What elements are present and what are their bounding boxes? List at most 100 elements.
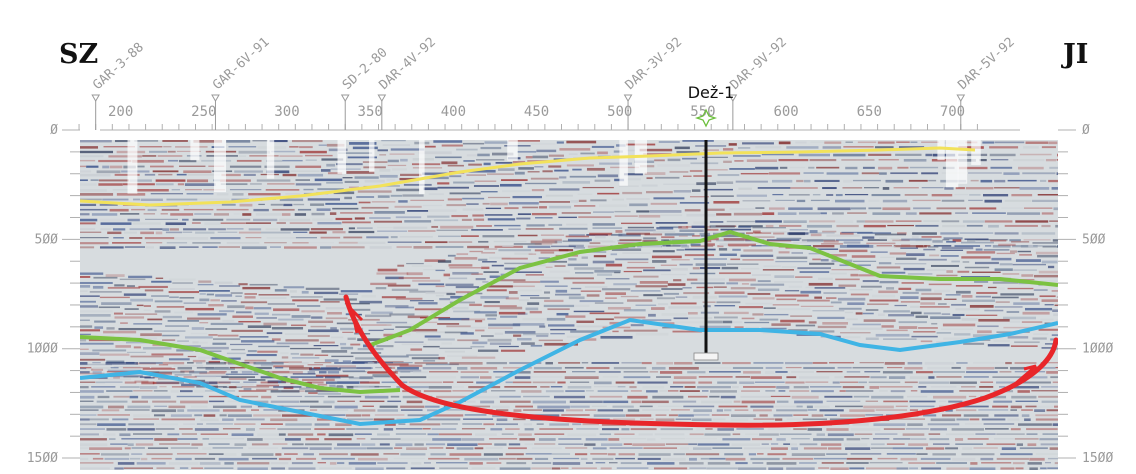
reflector-segment: [335, 163, 363, 166]
reflector-segment: [790, 315, 813, 317]
reflector-segment: [525, 274, 544, 276]
reflector-segment: [462, 208, 484, 211]
reflector-segment: [877, 457, 898, 460]
reflector-segment: [491, 390, 516, 392]
reflector-segment: [735, 180, 768, 183]
reflector-segment: [853, 395, 870, 398]
reflector-segment: [352, 146, 378, 150]
reflector-segment: [475, 159, 505, 161]
reflector-segment: [673, 279, 682, 282]
reflector-segment: [896, 467, 909, 470]
reflector-segment: [1004, 224, 1038, 227]
reflector-segment: [959, 405, 989, 408]
reflector-segment: [308, 329, 339, 333]
reflector-segment: [90, 179, 99, 181]
reflector-segment: [124, 381, 137, 384]
fault-line: [343, 294, 1058, 428]
reflector-segment: [752, 313, 764, 316]
reflector-segment: [379, 174, 398, 178]
reflector-segment: [910, 311, 922, 315]
reflector-segment: [273, 308, 300, 312]
reflector-segment: [660, 428, 693, 431]
reflector-segment: [376, 272, 409, 275]
reflector-segment: [162, 140, 188, 142]
reflector-segment: [837, 366, 852, 369]
reflector-segment: [314, 178, 343, 182]
reflector-segment: [107, 286, 141, 289]
reflector-segment: [622, 125, 646, 127]
reflector-segment: [568, 296, 585, 300]
reflector-segment: [644, 233, 663, 236]
reflector-segment: [1040, 179, 1047, 182]
reflector-segment: [998, 386, 1006, 388]
reflector-segment: [626, 198, 650, 200]
reflector-segment: [251, 400, 269, 404]
reflector-segment: [625, 414, 652, 417]
reflector-segment: [183, 302, 207, 304]
reflector-segment: [569, 175, 597, 178]
reflector-segment: [396, 386, 429, 389]
reflector-segment: [330, 327, 337, 330]
reflector-segment: [759, 318, 779, 321]
reflector-segment: [448, 277, 468, 280]
reflector-segment: [808, 121, 841, 124]
reflector-segment: [512, 160, 526, 164]
reflector-segment: [908, 179, 928, 182]
reflector-segment: [400, 438, 432, 441]
reflector-segment: [475, 433, 497, 436]
reflector-segment: [474, 447, 484, 450]
reflector-segment: [176, 173, 187, 176]
reflector-segment: [159, 443, 191, 445]
reflector-segment: [488, 327, 513, 329]
reflector-segment: [846, 371, 861, 373]
reflector-segment: [989, 146, 1019, 149]
reflector-segment: [229, 386, 237, 389]
reflector-segment: [650, 109, 659, 112]
reflector-segment: [112, 242, 142, 244]
reflector-segment: [882, 371, 913, 374]
reflector-segment: [615, 258, 649, 261]
reflector-segment: [701, 390, 709, 392]
reflector-segment: [514, 252, 533, 255]
reflector-segment: [292, 242, 309, 244]
reflector-segment: [241, 453, 274, 456]
reflector-segment: [406, 400, 423, 404]
reflector-segment: [559, 176, 567, 179]
reflector-segment: [516, 337, 532, 341]
reflector-segment: [182, 218, 189, 221]
reflector-segment: [641, 361, 652, 365]
reflector-segment: [197, 356, 211, 359]
reflector-segment: [733, 212, 763, 216]
reflector-segment: [435, 294, 444, 297]
reflector-segment: [489, 275, 501, 279]
reflector-segment: [909, 409, 919, 411]
reflector-segment: [1053, 313, 1058, 317]
reflector-segment: [484, 141, 509, 144]
reflector-segment: [183, 208, 214, 211]
reflector-segment: [482, 235, 515, 238]
reflector-segment: [320, 246, 332, 249]
reflector-segment: [893, 245, 924, 248]
reflector-segment: [616, 137, 641, 140]
reflector-segment: [346, 418, 373, 421]
reflector-segment: [844, 311, 854, 314]
reflector-segment: [176, 453, 207, 455]
reflector-segment: [623, 329, 658, 332]
reflector-segment: [123, 293, 147, 296]
reflector-segment: [183, 376, 197, 378]
reflector-segment: [86, 165, 99, 168]
reflector-segment: [763, 307, 776, 309]
reflector-segment: [557, 381, 566, 384]
reflector-segment: [80, 281, 113, 284]
reflector-segment: [771, 443, 779, 445]
reflector-segment: [340, 342, 347, 346]
reflector-segment: [822, 146, 842, 149]
reflector-segment: [423, 462, 431, 464]
reflector-segment: [98, 179, 130, 182]
reflector-segment: [150, 193, 184, 195]
reflector-segment: [632, 443, 666, 446]
reflector-segment: [790, 443, 798, 446]
reflector-segment: [529, 310, 542, 314]
reflector-segment: [743, 249, 773, 252]
reflector-segment: [561, 414, 590, 416]
